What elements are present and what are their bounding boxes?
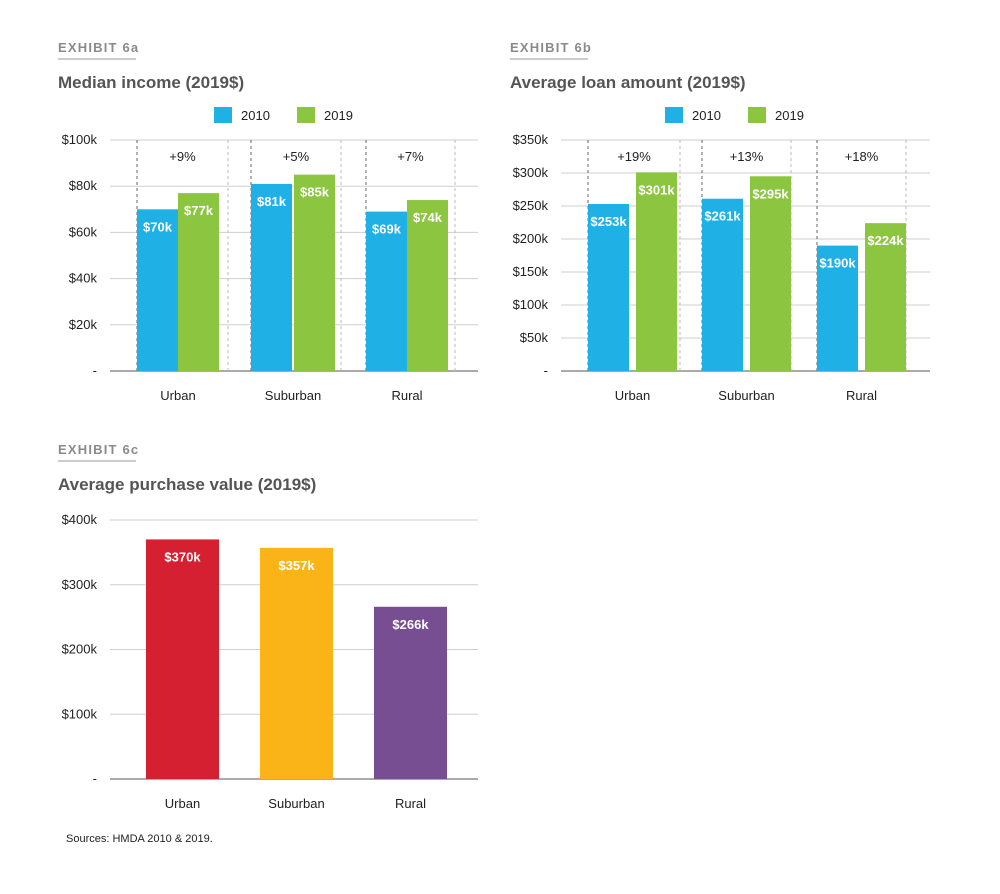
bar <box>750 176 791 371</box>
y-tick-label: $40k <box>69 271 98 286</box>
category-label: Suburban <box>265 388 321 403</box>
category-label: Suburban <box>268 796 324 811</box>
y-tick-label: $200k <box>62 642 98 657</box>
y-tick-label: - <box>93 771 97 786</box>
legend-swatch <box>214 107 232 123</box>
bar <box>702 198 743 371</box>
exhibit-6a-label: EXHIBIT 6a <box>58 40 139 55</box>
legend-swatch <box>748 107 766 123</box>
legend-label: 2019 <box>324 108 353 123</box>
y-tick-label: $350k <box>513 132 549 147</box>
bar <box>588 204 629 371</box>
category-label: Urban <box>165 796 200 811</box>
chart-6a: EXHIBIT 6a Median income (2019$) - $20k $4… <box>58 40 478 403</box>
bar <box>251 183 292 371</box>
category-label: Rural <box>391 388 422 403</box>
bar-data-label: $261k <box>704 209 741 224</box>
y-tick-label: $100k <box>62 706 98 721</box>
y-tick-label: $50k <box>520 330 549 345</box>
bar-data-label: $77k <box>184 203 214 218</box>
bar <box>817 245 858 371</box>
bar-data-label: $74k <box>413 210 443 225</box>
y-tick-label: $100k <box>513 297 549 312</box>
category-label: Rural <box>395 796 426 811</box>
y-tick-label: $60k <box>69 224 98 239</box>
legend-label: 2019 <box>775 108 804 123</box>
legend-swatch <box>665 107 683 123</box>
chart-6c-plot: - $100k $200k $300k $400k $370k $357k $266k Urba… <box>62 512 478 811</box>
exhibit-6c-label: EXHIBIT 6c <box>58 442 139 457</box>
y-tick-label: $300k <box>62 577 98 592</box>
bar-data-label: $69k <box>372 222 402 237</box>
change-annotation: +18% <box>845 149 879 164</box>
y-tick-label: $20k <box>69 317 98 332</box>
legend-label: 2010 <box>692 108 721 123</box>
category-label: Urban <box>160 388 195 403</box>
category-label: Urban <box>615 388 650 403</box>
y-tick-label: $400k <box>62 512 98 527</box>
bar <box>636 172 677 371</box>
bar <box>137 209 178 371</box>
chart-6a-title: Median income (2019$) <box>58 73 244 92</box>
bar <box>260 547 333 779</box>
bar-data-label: $81k <box>257 194 287 209</box>
legend-swatch <box>297 107 315 123</box>
change-annotation: +7% <box>397 149 424 164</box>
bar-data-label: $85k <box>300 185 330 200</box>
legend-label: 2010 <box>241 108 270 123</box>
y-tick-label: - <box>93 363 97 378</box>
chart-6a-plot: - $20k $40k $60k $80k $100k $70k $81k $69k $77k $8… <box>62 107 478 403</box>
bar <box>366 211 407 371</box>
chart-6b-title: Average loan amount (2019$) <box>510 73 746 92</box>
exhibit-6b-label: EXHIBIT 6b <box>510 40 592 55</box>
y-tick-label: $100k <box>62 132 98 147</box>
y-tick-label: $150k <box>513 264 549 279</box>
bar <box>407 200 448 371</box>
bar <box>374 606 447 779</box>
y-tick-label: $200k <box>513 231 549 246</box>
y-tick-label: - <box>544 363 548 378</box>
bar <box>865 223 906 371</box>
change-annotation: +13% <box>730 149 764 164</box>
chart-6c-title: Average purchase value (2019$) <box>58 475 316 494</box>
y-tick-label: $80k <box>69 178 98 193</box>
chart-6b: EXHIBIT 6b Average loan amount (2019$) -… <box>510 40 930 403</box>
bar <box>294 174 335 371</box>
bar <box>178 193 219 371</box>
bar-data-label: $266k <box>392 617 429 632</box>
bar-data-label: $190k <box>819 256 856 271</box>
bar-data-label: $357k <box>278 558 315 573</box>
y-tick-label: $300k <box>513 165 549 180</box>
chart-6c: EXHIBIT 6c Average purchase value (2019$… <box>58 442 478 811</box>
y-tick-label: $250k <box>513 198 549 213</box>
bar-data-label: $295k <box>752 186 789 201</box>
source-note: Sources: HMDA 2010 & 2019. <box>66 833 213 845</box>
change-annotation: +5% <box>283 149 310 164</box>
bar-data-label: $253k <box>590 214 627 229</box>
bar-data-label: $224k <box>867 233 904 248</box>
change-annotation: +19% <box>617 149 651 164</box>
bar <box>146 539 219 779</box>
change-annotation: +9% <box>169 149 196 164</box>
category-label: Rural <box>846 388 877 403</box>
bar-data-label: $370k <box>164 549 201 564</box>
bar-data-label: $70k <box>143 219 173 234</box>
category-label: Suburban <box>718 388 774 403</box>
bar-data-label: $301k <box>638 182 675 197</box>
chart-6b-plot: - $50k $100k $150k $200k $250k $300k $350k $253k… <box>513 107 930 403</box>
